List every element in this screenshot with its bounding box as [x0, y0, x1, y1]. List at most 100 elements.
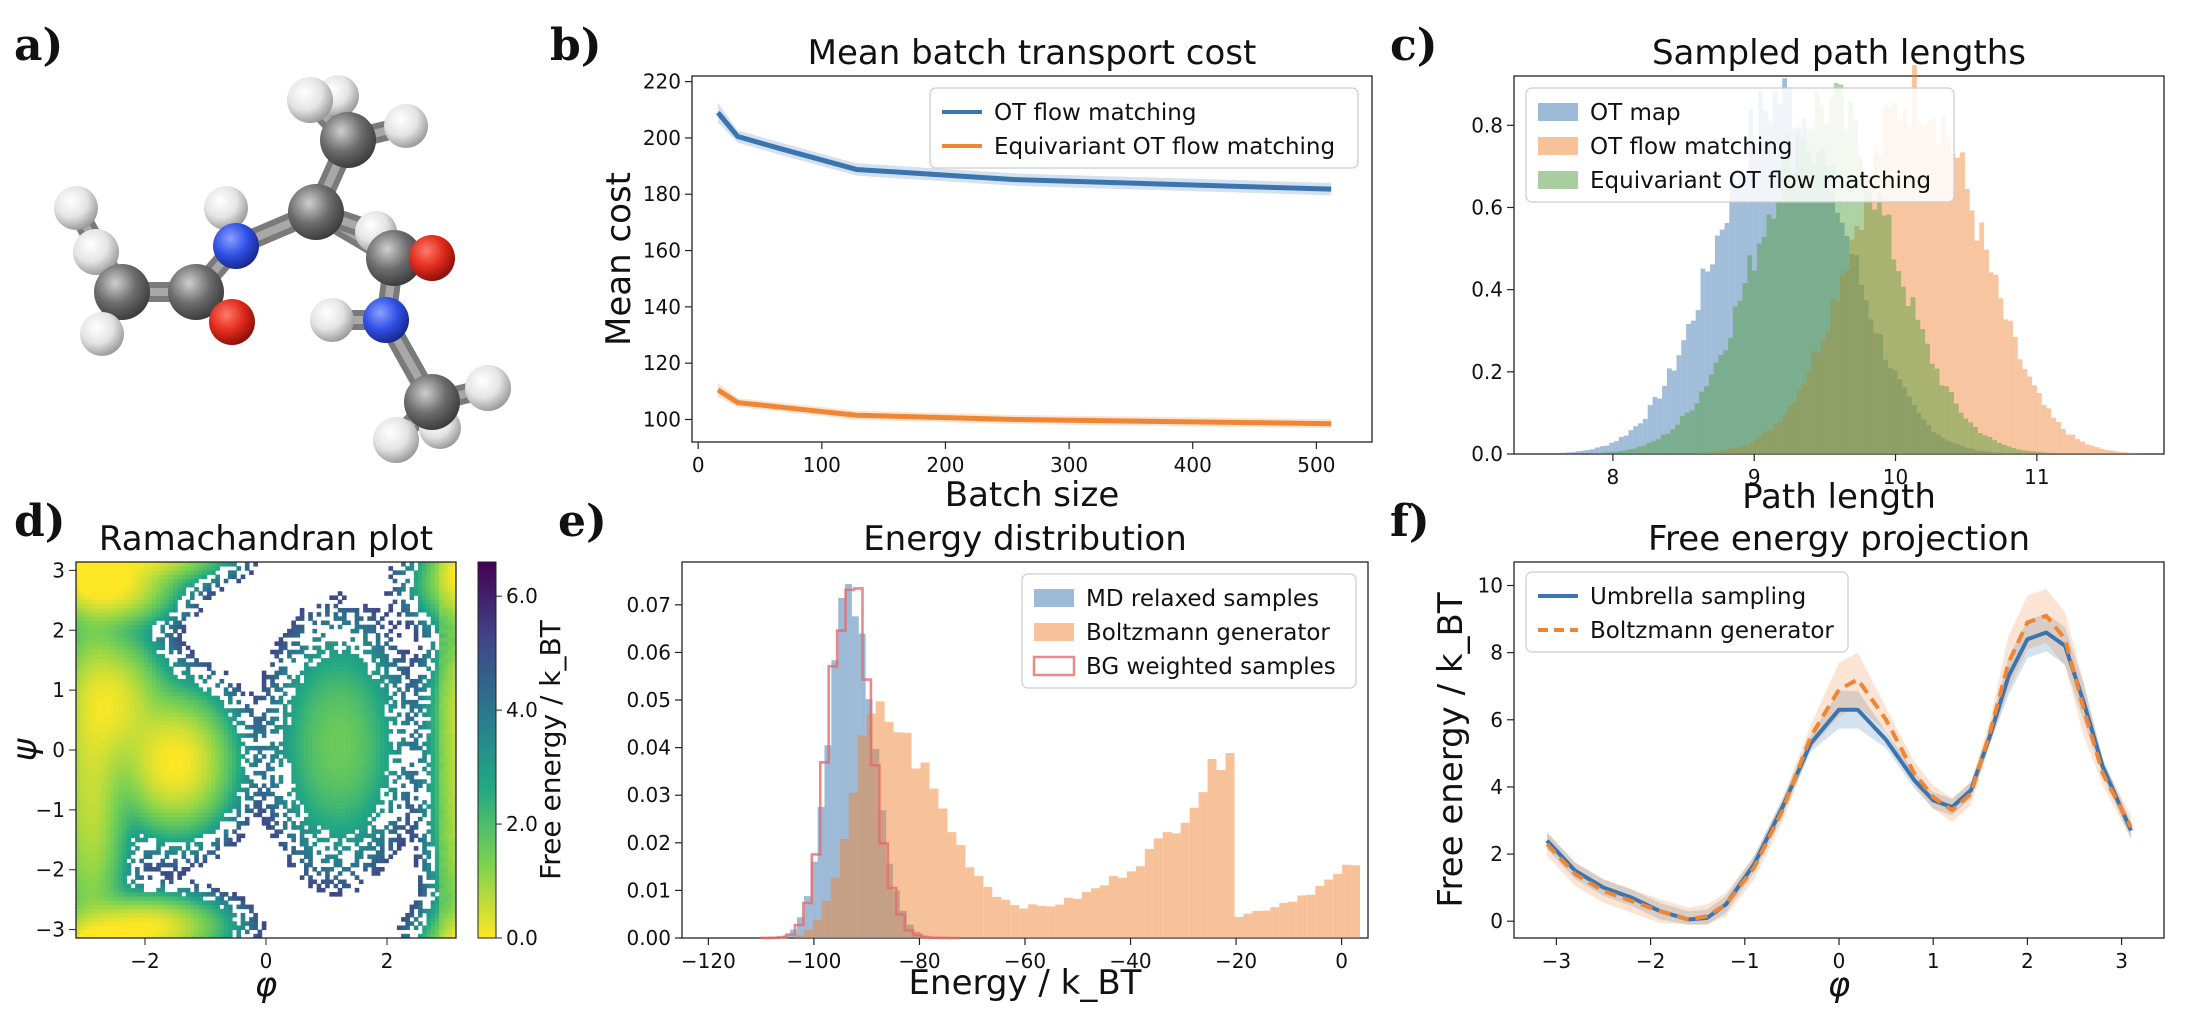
heatmap-cell — [295, 766, 301, 772]
heatmap-cell — [97, 762, 102, 768]
heatmap-cell — [109, 908, 115, 914]
hist-bar — [1815, 152, 1821, 454]
heatmap-cell — [84, 704, 90, 709]
heatmap-cell — [350, 741, 356, 747]
x-tick-label: 0 — [692, 453, 705, 477]
heatmap-cell — [333, 800, 339, 805]
heatmap-cell — [84, 858, 90, 864]
heatmap-cell — [88, 795, 94, 801]
hist-bar — [1920, 329, 1926, 454]
heatmap-cell — [375, 800, 381, 805]
heatmap-cell — [236, 687, 242, 692]
heatmap-cell — [308, 737, 313, 743]
heatmap-cell — [308, 821, 313, 826]
heatmap-cell — [76, 741, 81, 747]
heatmap-cell — [354, 841, 360, 847]
heatmap-cell — [105, 699, 111, 705]
heatmap-cell — [342, 683, 347, 688]
heatmap-cell — [88, 925, 94, 931]
heatmap-cell — [139, 653, 144, 659]
heatmap-cell — [135, 678, 140, 684]
heatmap-cell — [126, 699, 132, 705]
hist-bar — [1729, 448, 1735, 454]
heatmap-cell — [101, 866, 106, 872]
heatmap-cell — [105, 887, 111, 893]
heatmap-cell — [337, 733, 343, 738]
heatmap-cell — [304, 674, 309, 680]
heatmap-cell — [139, 603, 144, 609]
heatmap-cell — [76, 808, 81, 814]
heatmap-cell — [109, 620, 115, 626]
heatmap-cell — [392, 683, 398, 688]
heatmap-cell — [337, 791, 343, 797]
heatmap-cell — [109, 695, 115, 701]
heatmap-cell — [291, 808, 296, 814]
heatmap-cell — [299, 704, 305, 709]
heatmap-cell — [143, 791, 149, 797]
heatmap-cell — [354, 620, 360, 626]
molecule-atom — [366, 230, 422, 286]
heatmap-cell — [164, 662, 170, 667]
heatmap-cell — [367, 607, 372, 613]
heatmap-cell — [219, 812, 225, 818]
heatmap-cell — [270, 766, 275, 772]
heatmap-cell — [88, 875, 94, 880]
heatmap-cell — [405, 770, 410, 776]
heatmap-cell — [147, 816, 153, 822]
heatmap-cell — [76, 724, 81, 730]
heatmap-cell — [122, 754, 128, 759]
heatmap-cell — [114, 846, 119, 851]
heatmap-cell — [232, 921, 237, 926]
legend-label: OT flow matching — [994, 100, 1196, 126]
heatmap-cell — [88, 883, 94, 889]
heatmap-cell — [422, 858, 427, 864]
heatmap-cell — [367, 678, 372, 684]
heatmap-cell — [76, 875, 81, 880]
heatmap-cell — [388, 574, 394, 580]
heatmap-cell — [236, 825, 242, 830]
heatmap-cell — [291, 704, 296, 709]
heatmap-cell — [109, 791, 115, 797]
heatmap-cell — [139, 708, 144, 713]
heatmap-cell — [156, 862, 161, 868]
heatmap-cell — [308, 741, 313, 747]
heatmap-cell — [320, 699, 326, 705]
heatmap-cell — [342, 783, 347, 788]
heatmap-cell — [105, 896, 111, 901]
heatmap-cell — [84, 595, 90, 600]
heatmap-cell — [346, 800, 351, 805]
heatmap-cell — [160, 733, 166, 738]
heatmap-cell — [160, 699, 166, 705]
heatmap-cell — [333, 653, 339, 659]
heatmap-cell — [215, 770, 220, 776]
heatmap-cell — [418, 708, 423, 713]
heatmap-cell — [177, 837, 182, 843]
heatmap-cell — [130, 896, 136, 901]
hist-bar — [1835, 212, 1840, 454]
heatmap-cell — [363, 795, 368, 801]
heatmap-cell — [320, 821, 326, 826]
heatmap-cell — [206, 900, 212, 905]
heatmap-cell — [92, 741, 98, 747]
heatmap-cell — [316, 712, 322, 717]
heatmap-cell — [114, 900, 119, 905]
heatmap-cell — [346, 829, 351, 834]
heatmap-cell — [168, 875, 174, 880]
heatmap-cell — [92, 871, 98, 876]
heatmap-cell — [97, 624, 102, 630]
heatmap-cell — [312, 808, 318, 814]
heatmap-cell — [325, 720, 330, 726]
heatmap-cell — [358, 691, 364, 697]
heatmap-cell — [185, 599, 191, 605]
heatmap-cell — [177, 733, 182, 738]
heatmap-cell — [177, 645, 182, 651]
heatmap-cell — [358, 624, 364, 630]
legend-box — [929, 87, 1359, 169]
heatmap-cell — [80, 766, 85, 772]
heatmap-cell — [223, 791, 229, 797]
heatmap-cell — [80, 595, 85, 600]
heatmap-cell — [185, 925, 191, 931]
heatmap-cell — [118, 933, 123, 939]
heatmap-cell — [101, 570, 106, 575]
heatmap-cell — [270, 812, 275, 818]
